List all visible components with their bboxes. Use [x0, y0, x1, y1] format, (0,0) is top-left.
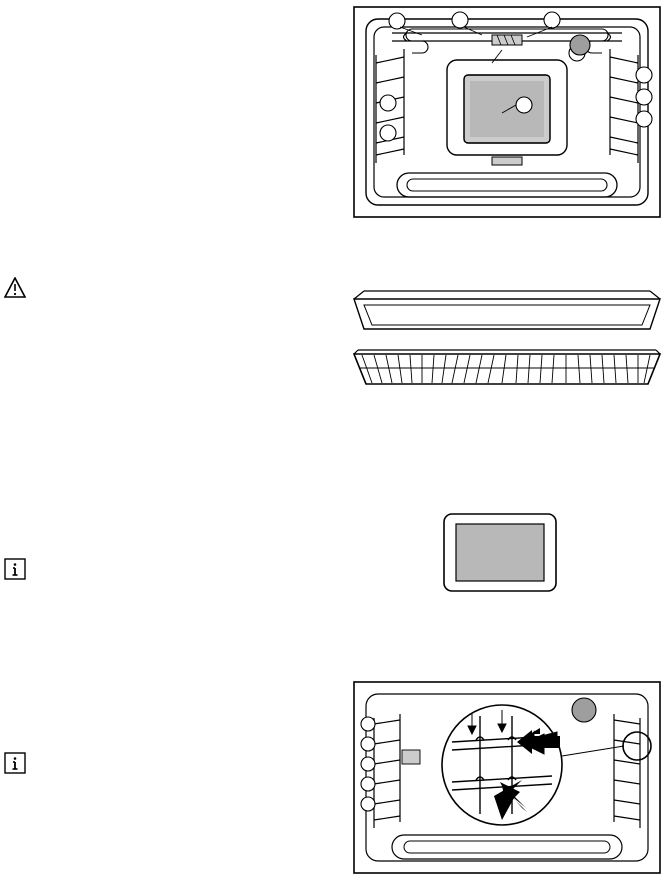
oven-interior-diagram — [352, 5, 662, 219]
fat-filter-diagram — [440, 510, 560, 595]
rail-detail-diagram — [352, 680, 662, 875]
warning-icon — [4, 277, 26, 299]
wire-rack-diagram — [352, 340, 662, 390]
info-icon-1 — [4, 558, 26, 580]
baking-tray-diagram — [352, 285, 662, 335]
info-icon-2 — [4, 752, 26, 774]
